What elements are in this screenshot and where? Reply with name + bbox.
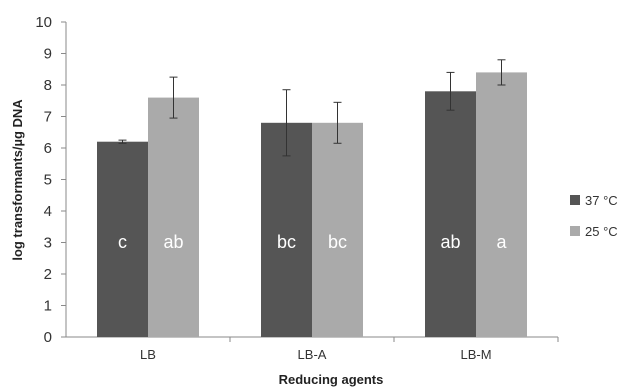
x-category-label: LB: [140, 347, 156, 362]
bar-lb-m-series-2: [476, 72, 527, 338]
x-axis-title: Reducing agents: [279, 372, 384, 387]
legend-swatch: [570, 195, 580, 205]
significance-letter: bc: [328, 232, 347, 252]
significance-letter: ab: [440, 232, 460, 252]
y-tick-label: 10: [35, 14, 52, 31]
y-tick-label: 2: [44, 266, 52, 283]
y-tick-label: 6: [44, 140, 52, 157]
bar-lb-series-2: [148, 97, 199, 337]
bar-lb-m-series-1: [425, 91, 476, 337]
error-bars: [118, 59, 506, 157]
significance-letter: c: [118, 232, 127, 252]
significance-letter: bc: [277, 232, 296, 252]
legend: 37 °C 25 °C: [570, 193, 618, 239]
y-tick-label: 8: [44, 77, 52, 94]
significance-letter: a: [496, 232, 507, 252]
bar-lb-a-series-1: [261, 122, 312, 337]
legend-swatch: [570, 226, 580, 236]
bars: [97, 72, 527, 338]
y-tick-label: 5: [44, 172, 52, 189]
x-category-labels: LB LB-A LB-M: [140, 337, 559, 362]
bar-lb-a-series-2: [312, 122, 363, 337]
y-tick-label: 9: [44, 46, 52, 63]
y-ticks: 0 1 2 3 4 5 6 7 8 9 10: [35, 14, 66, 346]
y-tick-label: 3: [44, 235, 52, 252]
x-category-label: LB-A: [298, 347, 327, 362]
x-category-label: LB-M: [460, 347, 491, 362]
significance-letter: ab: [163, 232, 183, 252]
legend-label: 37 °C: [585, 193, 618, 208]
y-tick-label: 7: [44, 109, 52, 126]
significance-letters: c ab bc bc ab a: [118, 232, 507, 252]
y-axis-title: log transformants/µg DNA: [10, 99, 25, 261]
y-tick-label: 0: [44, 329, 52, 346]
legend-label: 25 °C: [585, 224, 618, 239]
y-tick-label: 4: [44, 203, 52, 220]
bar-lb-series-1: [97, 141, 148, 337]
y-tick-label: 1: [44, 298, 52, 315]
